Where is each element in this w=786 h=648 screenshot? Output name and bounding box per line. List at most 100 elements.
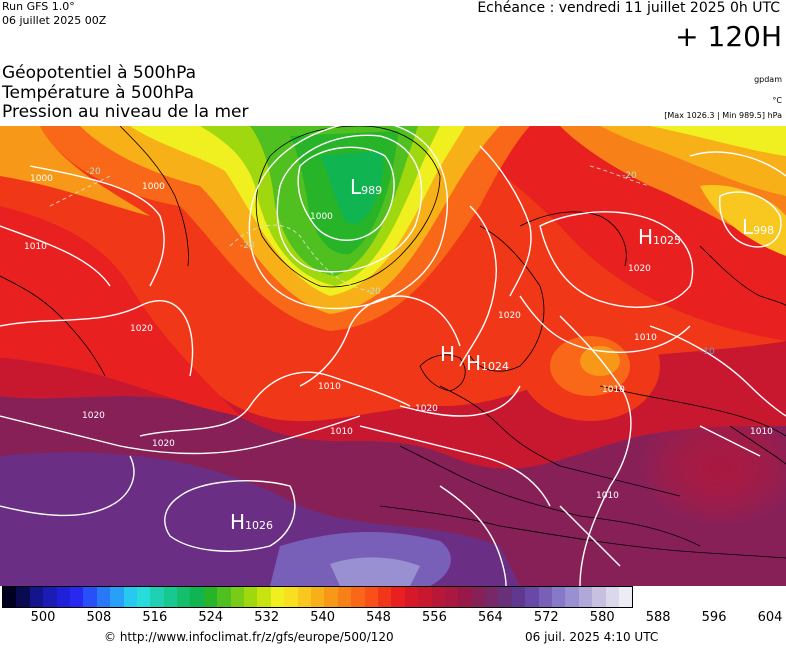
unit-gpdam: gpdam [754, 75, 782, 84]
pressure-center-value: 998 [753, 224, 774, 237]
run-label: Run GFS 1.0° [2, 0, 75, 13]
generation-time: 06 juil. 2025 4:10 UTC [525, 630, 659, 644]
color-scale-cell [538, 587, 553, 607]
isobar-label: 1010 [602, 385, 625, 395]
color-scale-cell [525, 587, 539, 607]
color-scale-cell [257, 587, 271, 607]
temperature-label: -20 [86, 167, 101, 177]
color-scale-tick: 572 [533, 610, 559, 625]
color-scale-cell [404, 587, 419, 607]
color-scale-tick: 508 [86, 610, 112, 625]
color-scale-cell [377, 587, 392, 607]
color-scale-cell [565, 587, 579, 607]
color-scale-cell [498, 587, 512, 607]
color-scale-cell [324, 587, 338, 607]
color-scale-cell [163, 587, 178, 607]
color-scale-bar [2, 586, 634, 608]
color-scale-cell [203, 587, 218, 607]
color-scale-cell [578, 587, 593, 607]
isobar-label: 1020 [130, 324, 153, 334]
color-scale-cell [96, 587, 111, 607]
color-scale-tick: 604 [757, 610, 783, 625]
color-scale-tick: 556 [422, 610, 447, 625]
color-scale-tick: 500 [30, 610, 56, 625]
color-scale-tick: 564 [477, 610, 503, 625]
source-credit: © http://www.infoclimat.fr/z/gfs/europe/… [104, 630, 394, 644]
color-scale-cell [592, 587, 606, 607]
color-scale-cell [471, 587, 486, 607]
weather-map: L989 H1025 L998 H1024 H1026 H 1000 1000 … [0, 126, 786, 586]
pressure-center-value: 1024 [481, 360, 509, 373]
color-scale-cell [391, 587, 405, 607]
greenland-coast [255, 126, 441, 288]
color-scale-cell [364, 587, 378, 607]
color-scale-cell [351, 587, 365, 607]
color-scale-cell [444, 587, 459, 607]
coastlines [0, 126, 786, 559]
isobar-label: 1020 [82, 411, 105, 421]
isobar-label: 1010 [750, 427, 773, 437]
color-scale-cell [43, 587, 57, 607]
color-scale-cell [177, 587, 191, 607]
high-center-britain: H [440, 342, 455, 366]
isobar-label: 1020 [152, 439, 175, 449]
isobar-label: 1020 [628, 264, 651, 274]
color-scale-cell [110, 587, 124, 607]
color-scale-cell [3, 587, 17, 607]
temperature-label: -10 [700, 347, 715, 357]
isobar-label: 1010 [596, 491, 619, 501]
pressure-centers: L989 H1025 L998 H1024 H1026 H [230, 175, 774, 534]
color-scale-cell [56, 587, 70, 607]
map-header: Run GFS 1.0° 06 juillet 2025 00Z Echéanc… [0, 0, 786, 126]
isobar-label: 1010 [318, 382, 341, 392]
isobar-label: 1010 [634, 333, 657, 343]
lead-time: + 120H [675, 20, 782, 53]
title-temperature: Température à 500hPa [2, 83, 195, 103]
color-scale-tick: 596 [701, 610, 727, 625]
isobar-label: 1020 [415, 404, 438, 414]
isobar-label: 1000 [30, 174, 53, 184]
temperature-label: -20 [622, 171, 637, 181]
color-scale-cell [337, 587, 352, 607]
isobar-label: 1020 [498, 311, 521, 321]
color-scale-tick: 588 [645, 610, 671, 625]
color-scale-tick: 516 [142, 610, 168, 625]
color-scale-cell [190, 587, 204, 607]
color-scale-cell [418, 587, 432, 607]
color-scale-cell [150, 587, 164, 607]
isobar-label: 1010 [24, 242, 47, 252]
isobar-label: 1000 [310, 212, 333, 222]
color-scale-cell [618, 587, 633, 607]
temperature-labels: -20 -20 -20 -20 -10 [86, 167, 715, 357]
color-scale-tick: 524 [198, 610, 224, 625]
color-scale-cell [458, 587, 472, 607]
unit-celsius: °C [772, 96, 782, 105]
color-scale-cell [284, 587, 298, 607]
color-scale-cell [552, 587, 566, 607]
color-scale-cell [605, 587, 619, 607]
color-scale-cell [136, 587, 151, 607]
isobar-labels: 1000 1000 1000 1010 1020 1020 1010 1020 … [24, 174, 773, 501]
color-scale-cell [431, 587, 445, 607]
color-scale-cell [29, 587, 44, 607]
isobar-label: 1010 [330, 427, 353, 437]
title-pressure: Pression au niveau de la mer [2, 102, 249, 122]
run-date: 06 juillet 2025 00Z [2, 14, 107, 27]
title-geopotential: Géopotentiel à 500hPa [2, 63, 197, 83]
color-scale-cell [83, 587, 97, 607]
color-scale-cell [217, 587, 231, 607]
british-isles [419, 354, 466, 392]
color-scale-tick: 548 [366, 610, 391, 625]
color-scale-ticks: 500 508 516 524 532 540 548 556 564 572 580 588 596 6… [0, 610, 786, 628]
pressure-center-value: 989 [361, 184, 382, 197]
color-scale-cell [511, 587, 526, 607]
color-scale-tick: 540 [310, 610, 336, 625]
valid-time: Echéance : vendredi 11 juillet 2025 0h U… [477, 0, 780, 16]
color-scale-cell [244, 587, 258, 607]
color-scale-cell [485, 587, 499, 607]
pressure-center-value: 1025 [653, 234, 681, 247]
temperature-label: -20 [240, 241, 255, 251]
map-canvas: L989 H1025 L998 H1024 H1026 H 1000 1000 … [0, 126, 786, 586]
scandinavia-coast [469, 225, 545, 372]
isobar-label: 1000 [142, 182, 165, 192]
